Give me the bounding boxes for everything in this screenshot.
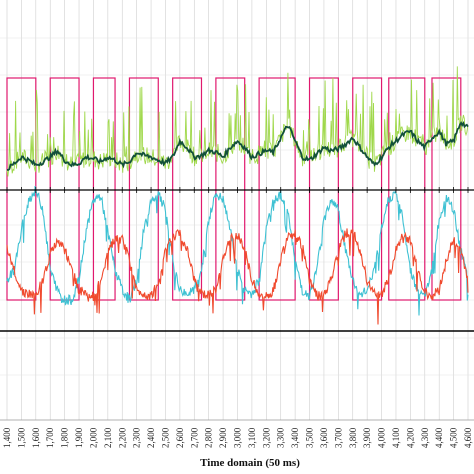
pulse-5 [215, 77, 246, 301]
x-tick-label: 3,900 [362, 427, 372, 448]
x-tick-label: 3,800 [348, 427, 358, 448]
x-tick-label: 3,500 [305, 427, 315, 448]
green-smooth-line [6, 121, 469, 171]
green-raw-line [6, 66, 469, 177]
x-tick-label: 1,500 [16, 427, 26, 448]
x-tick-label: 4,100 [391, 427, 401, 448]
cyan-series [6, 185, 469, 316]
x-tick-label: 2,300 [132, 427, 142, 448]
x-tick-label: 1,800 [60, 427, 70, 448]
cyan-line [6, 185, 469, 316]
x-tick-labels: 1,400 1,500 1,600 1,700 1,800 1,900 2,000 2,100… [2, 427, 473, 448]
pulse-4 [172, 77, 203, 301]
x-tick-label: 2,600 [175, 427, 185, 448]
x-tick-label: 4,000 [377, 427, 387, 448]
x-tick-label: 3,300 [276, 427, 286, 448]
grid-lines [0, 0, 474, 420]
pulse-10 [431, 77, 462, 301]
axis-lines [0, 187, 474, 421]
x-tick-label: 4,200 [405, 427, 415, 448]
x-tick-label: 3,000 [233, 427, 243, 448]
pulse-3 [128, 77, 159, 301]
x-tick-label: 3,400 [290, 427, 300, 448]
x-tick-label: 1,900 [74, 427, 84, 448]
red-line [6, 228, 469, 325]
pulse-2 [92, 77, 116, 301]
x-tick-label: 2,100 [103, 427, 113, 448]
x-tick-label: 2,400 [146, 427, 156, 448]
x-tick-label: 4,600 [463, 427, 473, 448]
x-tick-label: 4,300 [420, 427, 430, 448]
green-raw-series [6, 66, 469, 177]
x-tick-label: 3,700 [333, 427, 343, 448]
x-tick-label: 2,800 [204, 427, 214, 448]
red-series [6, 228, 469, 325]
x-tick-label: 3,200 [261, 427, 271, 448]
x-tick-label: 3,100 [247, 427, 257, 448]
x-tick-label: 2,700 [189, 427, 199, 448]
x-tick-label: 4,500 [449, 427, 459, 448]
x-tick-label: 2,500 [160, 427, 170, 448]
x-tick-label: 2,200 [117, 427, 127, 448]
x-axis-title: Time domain (50 ms) [200, 457, 300, 469]
x-tick-label: 1,700 [45, 427, 55, 448]
x-tick-label: 1,400 [2, 427, 12, 448]
pulse-9 [388, 77, 426, 301]
x-tick-label: 2,900 [218, 427, 228, 448]
x-tick-label: 1,600 [31, 427, 41, 448]
x-tick-label: 2,000 [88, 427, 98, 448]
x-tick-label: 4,400 [434, 427, 444, 448]
green-smooth-series [6, 121, 469, 171]
x-tick-label: 3,600 [319, 427, 329, 448]
